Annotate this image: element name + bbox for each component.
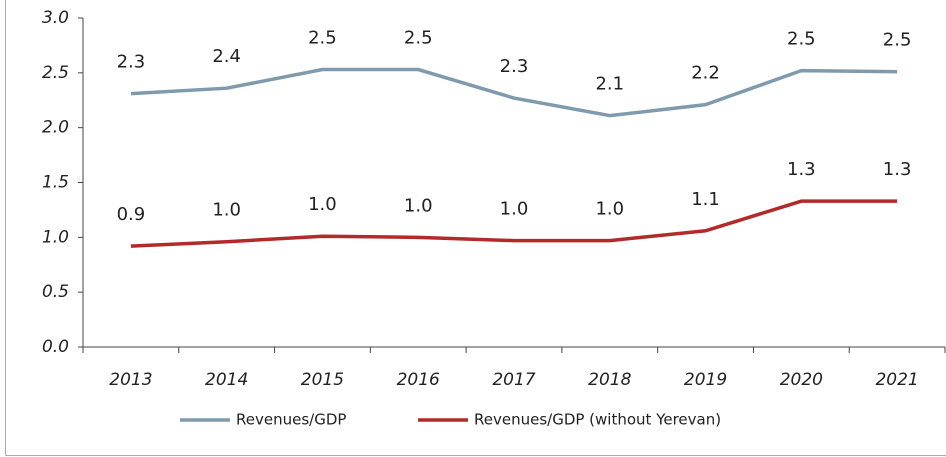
legend-label: Revenues/GDP (without Yerevan) [474,411,721,429]
x-tick-label: 2013 [109,370,152,390]
data-label: 2.5 [308,28,337,49]
x-tick-label: 2016 [397,370,440,390]
data-label: 2.5 [787,29,816,50]
data-label: 2.1 [595,74,624,95]
data-label: 0.9 [117,204,146,225]
x-tick-label: 2015 [301,370,344,390]
y-tick-label: 1.5 [42,173,69,193]
x-tick-label: 2014 [205,370,248,390]
data-label: 2.2 [691,63,720,84]
y-tick-label: 2.5 [42,63,69,83]
series-line [130,67,898,118]
data-label: 1.0 [500,199,529,220]
x-tick-label: 2018 [588,370,631,390]
x-tick-label: 2020 [780,370,823,390]
series-line [130,199,898,248]
data-label: 2.5 [883,30,912,51]
y-tick-label: 2.0 [42,118,69,138]
y-tick-label: 0.5 [42,282,69,302]
y-tick-label: 0.0 [42,337,69,357]
y-tick-label: 3.0 [42,8,69,28]
data-label: 1.1 [691,189,720,210]
data-label: 1.0 [308,194,337,215]
data-label: 1.0 [212,200,241,221]
x-tick-label: 2021 [875,370,918,390]
legend-label: Revenues/GDP [236,411,346,429]
data-label: 1.3 [787,159,816,180]
data-label: 2.4 [212,46,241,67]
data-label: 2.3 [117,52,146,73]
y-tick-label: 1.0 [42,227,69,247]
x-tick-label: 2019 [684,370,727,390]
data-label: 1.0 [595,199,624,220]
data-label: 2.5 [404,28,433,49]
data-label: 2.3 [500,56,529,77]
x-tick-label: 2017 [492,370,535,390]
data-label: 1.3 [883,159,912,180]
data-label: 1.0 [404,195,433,216]
